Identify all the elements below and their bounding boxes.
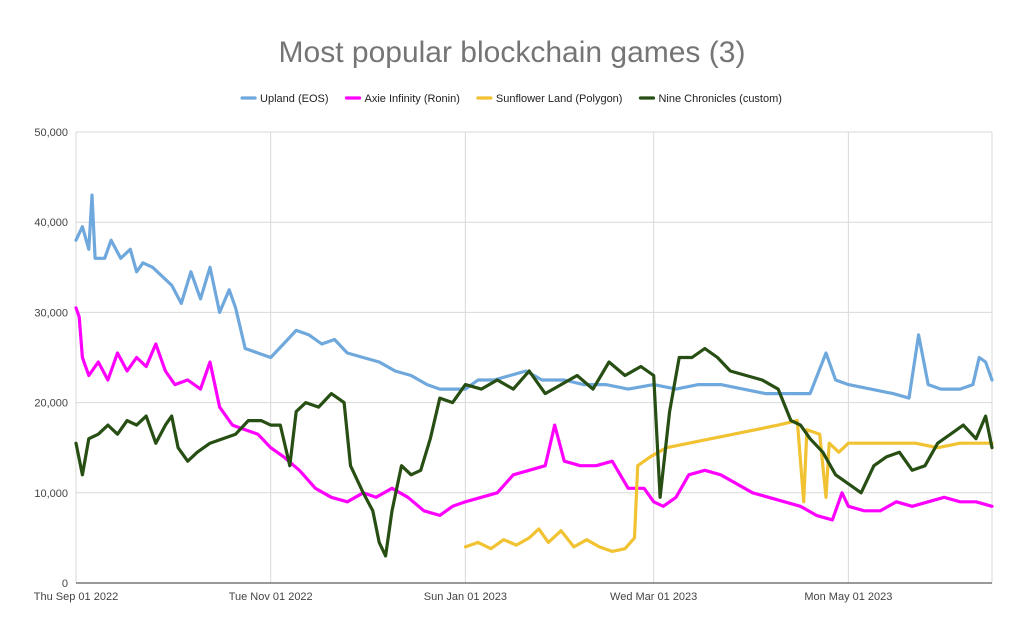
x-tick-label: Mon May 01 2023 xyxy=(804,591,892,603)
legend-label: Axie Infinity (Ronin) xyxy=(365,93,460,105)
y-tick-label: 40,000 xyxy=(34,217,68,229)
y-tick-label: 0 xyxy=(62,578,68,590)
series-line-sunflower-land-polygon xyxy=(463,419,994,553)
y-tick-label: 50,000 xyxy=(34,127,68,139)
legend-label: Sunflower Land (Polygon) xyxy=(496,93,623,105)
series-line-axie-infinity-ronin xyxy=(74,306,994,522)
x-tick-label: Wed Mar 01 2023 xyxy=(610,591,697,603)
x-tick-label: Tue Nov 01 2022 xyxy=(229,591,313,603)
series-lines xyxy=(74,193,994,558)
y-tick-label: 20,000 xyxy=(34,398,68,410)
series-line-nine-chronicles-custom xyxy=(74,346,994,558)
legend-item-upland-eos: Upland (EOS) xyxy=(240,93,329,105)
series-line-upland-eos xyxy=(74,193,994,400)
x-axis-ticks: Thu Sep 01 2022 Tue Nov 01 2022 Sun Jan 01… xyxy=(34,591,893,603)
chart-title: Most popular blockchain games (3) xyxy=(279,36,746,69)
y-axis-ticks: 0 10,000 20,000 30,000 40,000 50,000 xyxy=(34,127,68,590)
x-tick-label: Sun Jan 01 2023 xyxy=(424,591,507,603)
y-tick-label: 10,000 xyxy=(34,488,68,500)
legend-item-nine-chronicles-custom: Nine Chronicles (custom) xyxy=(638,93,782,105)
gridlines xyxy=(75,131,993,583)
legend-label: Upland (EOS) xyxy=(260,93,328,105)
x-tick-label: Thu Sep 01 2022 xyxy=(34,591,118,603)
legend-item-axie-infinity-ronin: Axie Infinity (Ronin) xyxy=(344,93,460,105)
legend: Upland (EOS) Axie Infinity (Ronin) Sunflow… xyxy=(240,93,782,105)
y-tick-label: 30,000 xyxy=(34,307,68,319)
legend-item-sunflower-land-polygon: Sunflower Land (Polygon) xyxy=(476,93,623,105)
legend-label: Nine Chronicles (custom) xyxy=(658,93,781,105)
